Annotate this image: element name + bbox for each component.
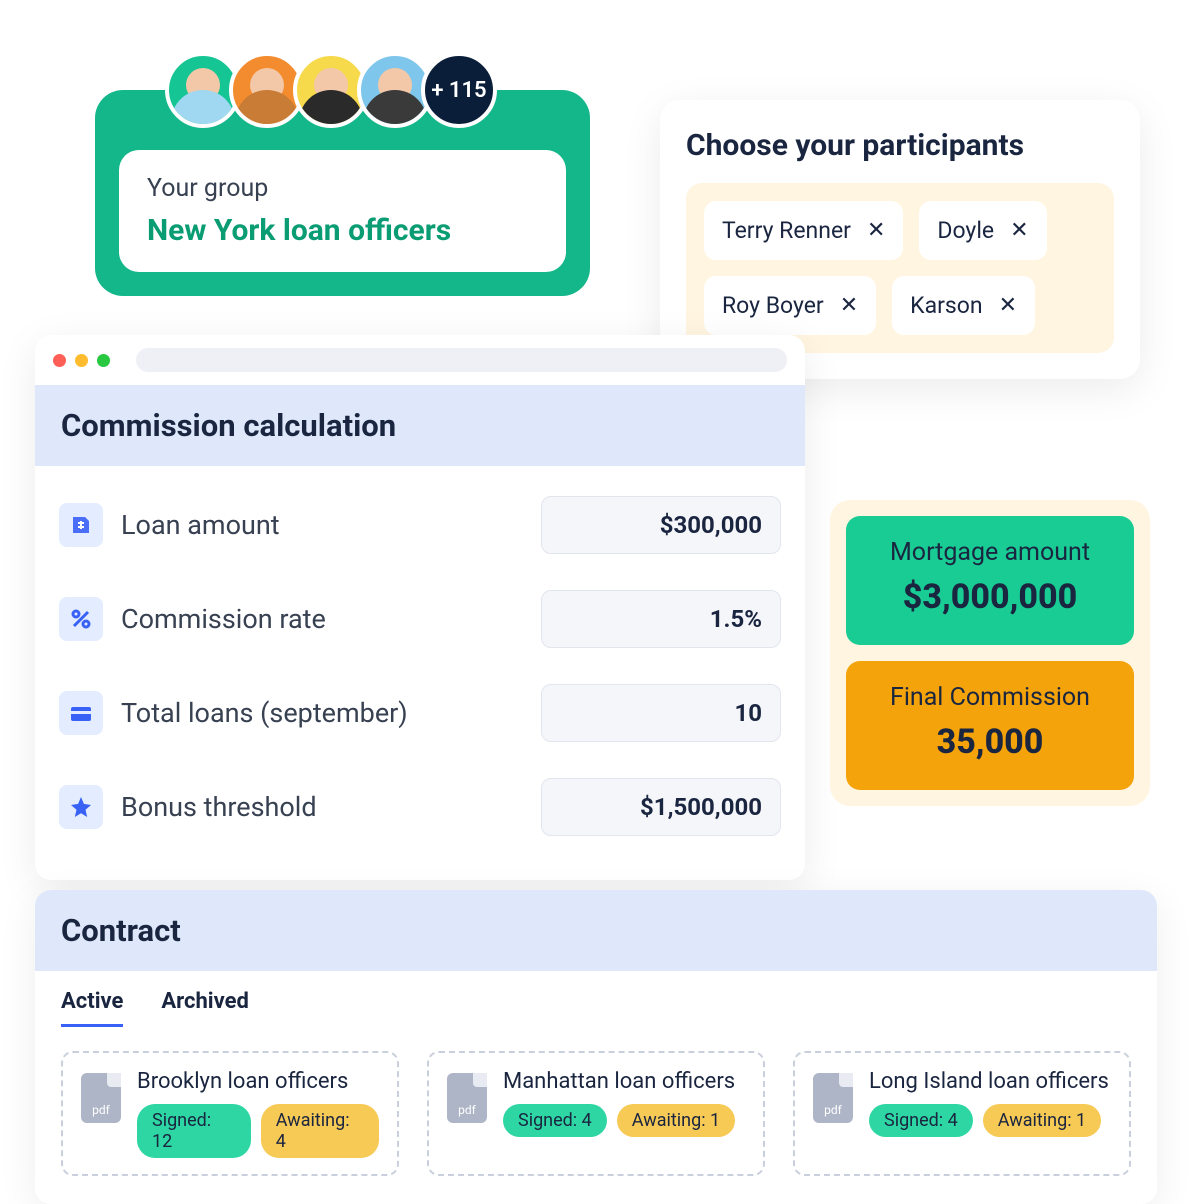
traffic-lights <box>53 354 110 367</box>
percent-icon <box>59 597 103 641</box>
participants-chips: Terry Renner ✕ Doyle ✕ Roy Boyer ✕ Karso… <box>686 183 1114 353</box>
group-inner: Your group New York loan officers <box>119 150 566 272</box>
badges: Signed: 12 Awaiting: 4 <box>137 1104 379 1158</box>
group-name: New York loan officers <box>147 213 538 248</box>
awaiting-badge: Awaiting: 1 <box>983 1104 1101 1137</box>
contract-card: Contract Active Archived pdf Brooklyn lo… <box>35 890 1157 1204</box>
row-label: Bonus threshold <box>121 791 523 823</box>
avatar <box>293 52 369 128</box>
card-icon <box>59 691 103 735</box>
commission-row: Loan amount $300,000 <box>59 478 781 572</box>
results-box: Mortgage amount $3,000,000 Final Commiss… <box>830 500 1150 806</box>
tab-active[interactable]: Active <box>61 989 123 1027</box>
commission-header: Commission calculation <box>35 385 805 466</box>
chip-label: Roy Boyer <box>722 292 824 319</box>
row-label: Total loans (september) <box>121 697 523 729</box>
participant-chip[interactable]: Karson ✕ <box>892 276 1035 335</box>
total-loans-input[interactable]: 10 <box>541 684 781 742</box>
signed-badge: Signed: 12 <box>137 1104 251 1158</box>
contract-name: Manhattan loan officers <box>503 1069 745 1094</box>
contract-item[interactable]: pdf Brooklyn loan officers Signed: 12 Aw… <box>61 1051 399 1176</box>
pdf-icon: pdf <box>447 1073 487 1123</box>
contract-item[interactable]: pdf Long Island loan officers Signed: 4 … <box>793 1051 1131 1176</box>
contract-text: Manhattan loan officers Signed: 4 Awaiti… <box>503 1069 745 1137</box>
row-label: Loan amount <box>121 509 523 541</box>
group-label: Your group <box>147 174 538 203</box>
commission-row: Total loans (september) 10 <box>59 666 781 760</box>
final-commission-card: Final Commission 35,000 <box>846 661 1134 790</box>
awaiting-badge: Awaiting: 1 <box>617 1104 735 1137</box>
window-close-icon[interactable] <box>53 354 66 367</box>
row-label: Commission rate <box>121 603 523 635</box>
contract-title: Contract <box>61 912 1131 949</box>
commission-rows: Loan amount $300,000 Commission rate 1.5… <box>35 466 805 880</box>
commission-row: Commission rate 1.5% <box>59 572 781 666</box>
tab-archived[interactable]: Archived <box>161 989 249 1027</box>
window-minimize-icon[interactable] <box>75 354 88 367</box>
commission-rate-input[interactable]: 1.5% <box>541 590 781 648</box>
signed-badge: Signed: 4 <box>503 1104 607 1137</box>
chip-label: Terry Renner <box>722 217 851 244</box>
commission-title: Commission calculation <box>61 407 779 444</box>
pdf-icon: pdf <box>81 1073 121 1123</box>
contract-name: Long Island loan officers <box>869 1069 1111 1094</box>
contract-tabs: Active Archived <box>35 971 1157 1027</box>
group-card: + 115 Your group New York loan officers <box>95 90 590 296</box>
url-bar[interactable] <box>136 348 787 372</box>
mortgage-amount-card: Mortgage amount $3,000,000 <box>846 516 1134 645</box>
bonus-threshold-input[interactable]: $1,500,000 <box>541 778 781 836</box>
close-icon[interactable]: ✕ <box>1010 220 1028 242</box>
money-icon <box>59 503 103 547</box>
contract-name: Brooklyn loan officers <box>137 1069 379 1094</box>
badges: Signed: 4 Awaiting: 1 <box>869 1104 1111 1137</box>
avatar <box>165 52 241 128</box>
result-value: 35,000 <box>862 722 1118 762</box>
close-icon[interactable]: ✕ <box>999 295 1017 317</box>
commission-row: Bonus threshold $1,500,000 <box>59 760 781 854</box>
contract-items: pdf Brooklyn loan officers Signed: 12 Aw… <box>35 1027 1157 1204</box>
avatar-more-count: + 115 <box>421 52 497 128</box>
chip-label: Karson <box>910 292 982 319</box>
contract-item[interactable]: pdf Manhattan loan officers Signed: 4 Aw… <box>427 1051 765 1176</box>
result-label: Final Commission <box>862 683 1118 712</box>
badges: Signed: 4 Awaiting: 1 <box>503 1104 745 1137</box>
window-chrome <box>35 335 805 385</box>
close-icon[interactable]: ✕ <box>840 295 858 317</box>
window-maximize-icon[interactable] <box>97 354 110 367</box>
participants-title: Choose your participants <box>686 128 1114 163</box>
awaiting-badge: Awaiting: 4 <box>261 1104 379 1158</box>
result-value: $3,000,000 <box>862 577 1118 617</box>
pdf-icon: pdf <box>813 1073 853 1123</box>
avatar <box>229 52 305 128</box>
participant-chip[interactable]: Terry Renner ✕ <box>704 201 903 260</box>
commission-window: Commission calculation Loan amount $300,… <box>35 335 805 880</box>
participant-chip[interactable]: Doyle ✕ <box>919 201 1046 260</box>
signed-badge: Signed: 4 <box>869 1104 973 1137</box>
avatar <box>357 52 433 128</box>
contract-text: Brooklyn loan officers Signed: 12 Awaiti… <box>137 1069 379 1158</box>
participant-chip[interactable]: Roy Boyer ✕ <box>704 276 876 335</box>
result-label: Mortgage amount <box>862 538 1118 567</box>
contract-header: Contract <box>35 890 1157 971</box>
loan-amount-input[interactable]: $300,000 <box>541 496 781 554</box>
avatar-row: + 115 <box>165 52 497 128</box>
close-icon[interactable]: ✕ <box>867 220 885 242</box>
star-icon <box>59 785 103 829</box>
contract-text: Long Island loan officers Signed: 4 Awai… <box>869 1069 1111 1137</box>
chip-label: Doyle <box>937 217 994 244</box>
